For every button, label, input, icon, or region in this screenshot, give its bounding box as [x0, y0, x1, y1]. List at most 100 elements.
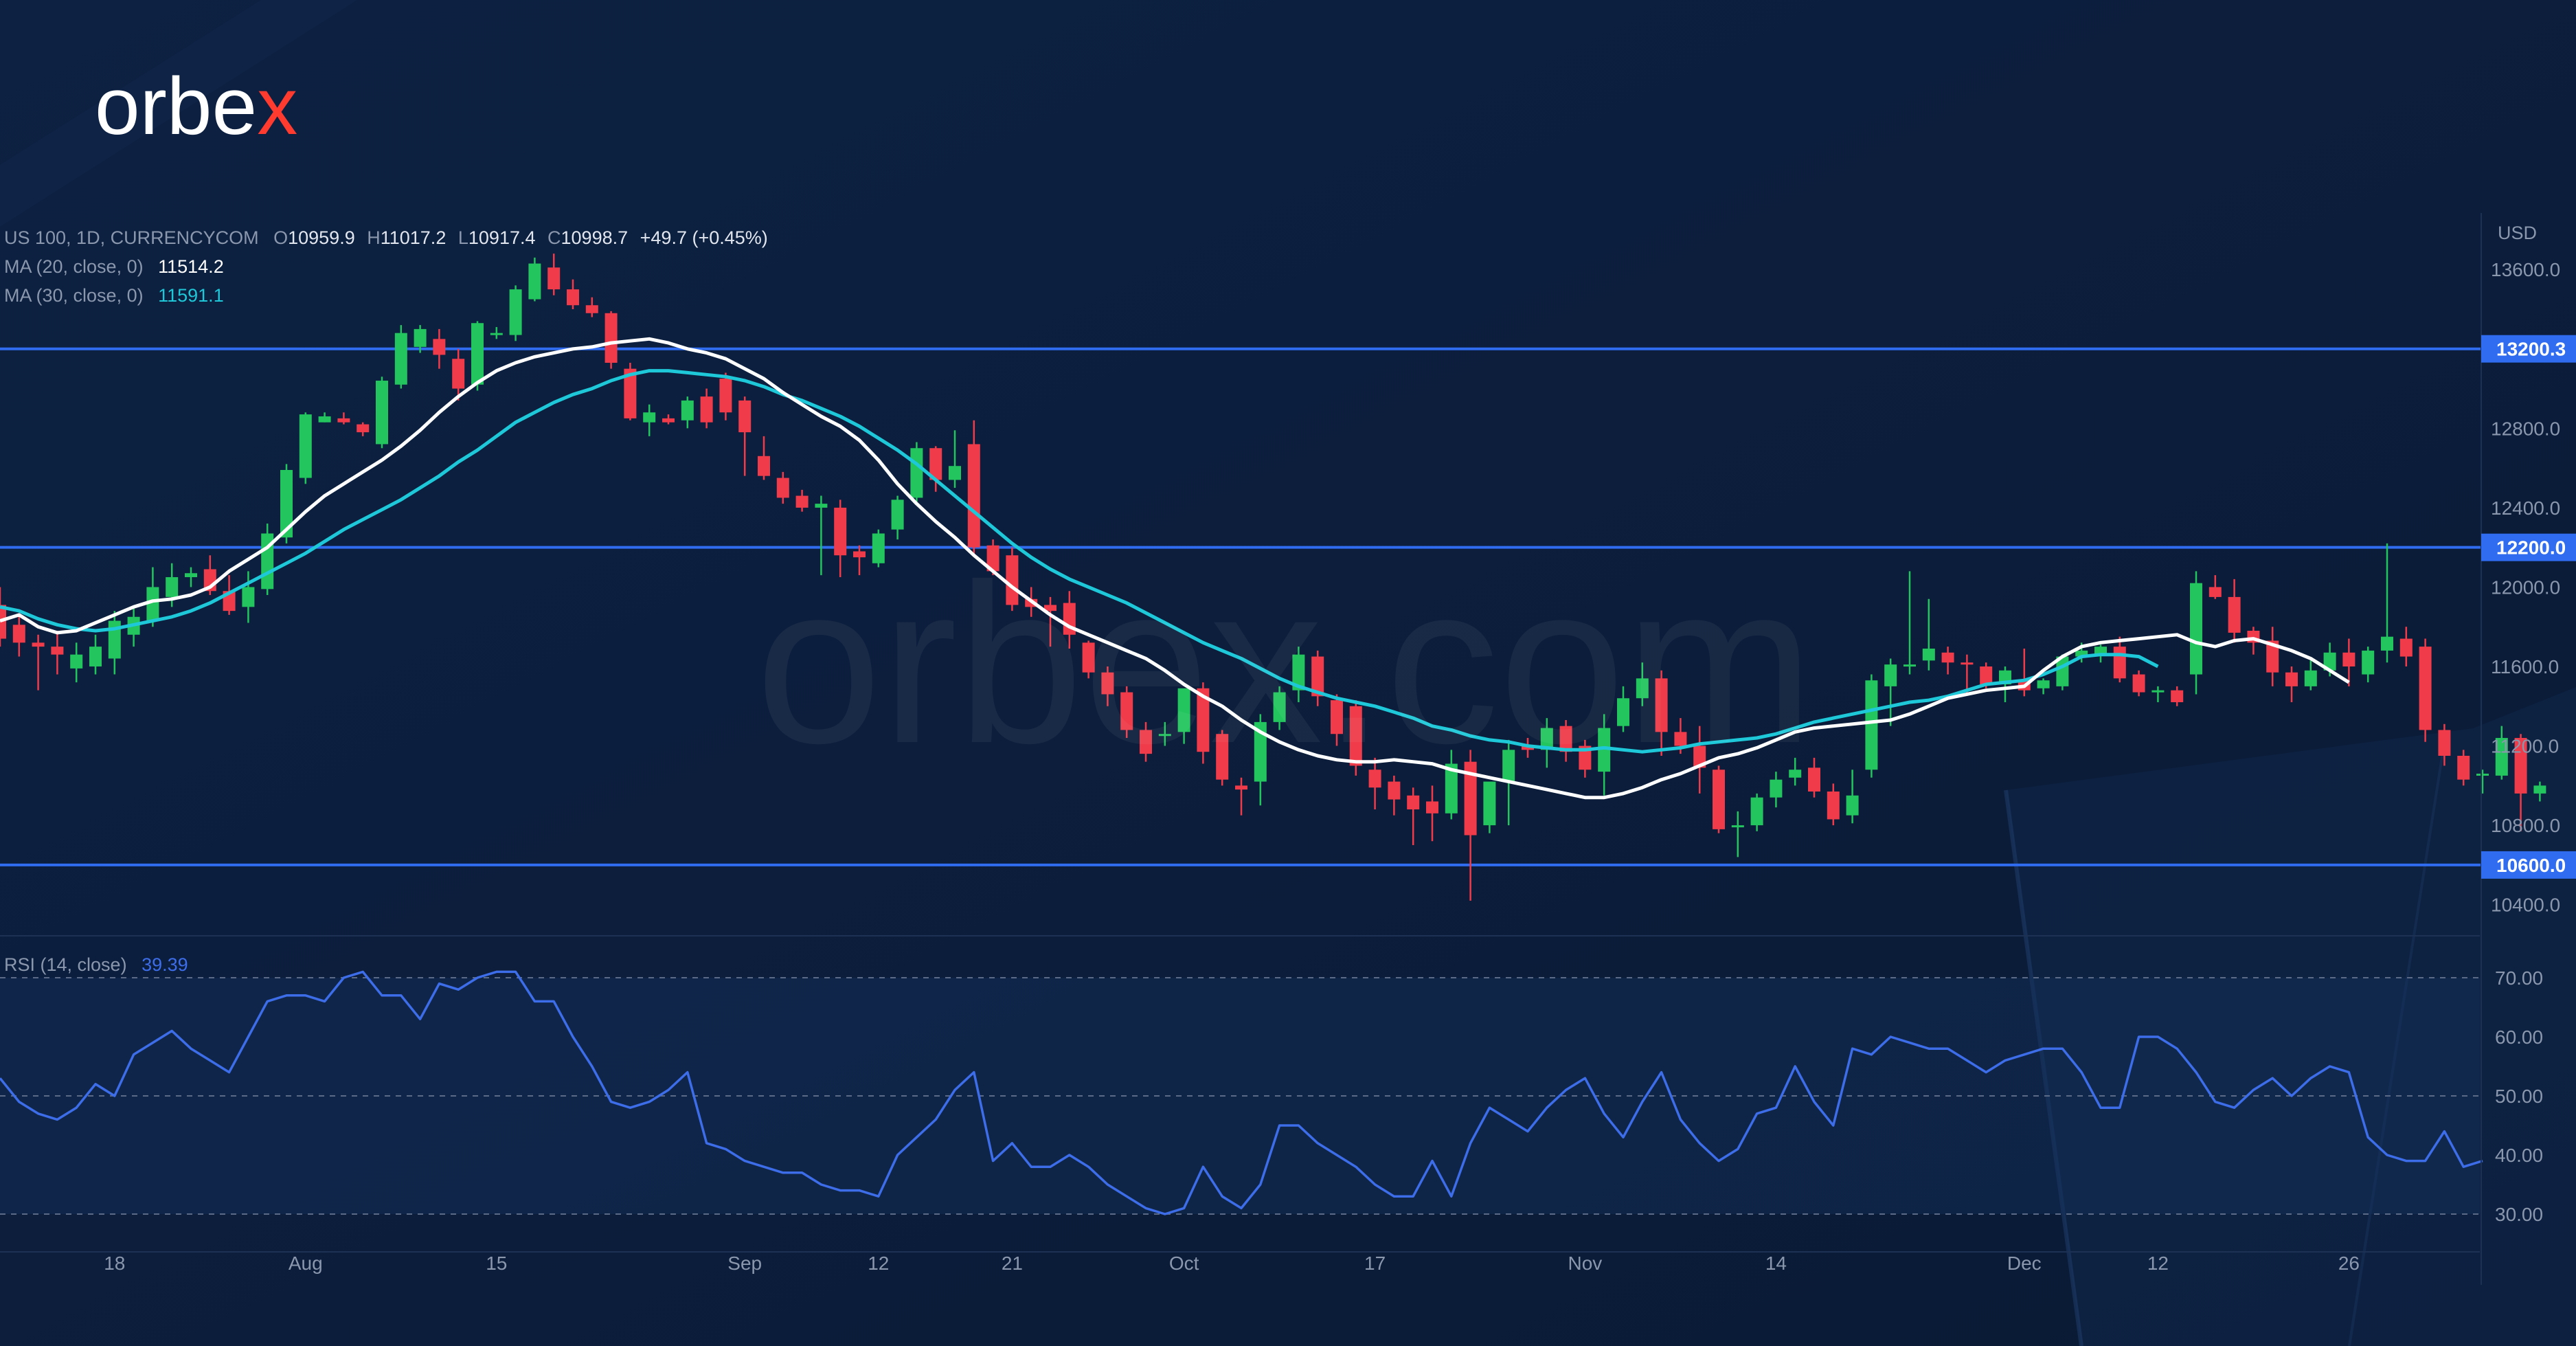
candle: [414, 325, 427, 353]
candle-body: [1903, 664, 1916, 667]
candle-body: [1368, 770, 1381, 788]
time-tick-label: 14: [1765, 1253, 1787, 1274]
candle: [433, 328, 446, 369]
candle-body: [1120, 692, 1133, 730]
candle-body: [605, 313, 618, 363]
candle: [2171, 686, 2184, 706]
candle-body: [2037, 680, 2050, 688]
candle-body: [299, 414, 312, 478]
candle-body: [1713, 770, 1725, 829]
candle: [2457, 750, 2470, 786]
candle: [1598, 714, 1611, 796]
candle-body: [2514, 738, 2527, 794]
candle-body: [2457, 756, 2470, 780]
candle: [51, 631, 64, 675]
candle-body: [567, 289, 579, 306]
ma20-line: [0, 337, 2350, 800]
candle: [1483, 781, 1496, 833]
candle-body: [1273, 692, 1286, 722]
candle: [337, 412, 350, 425]
candle: [2362, 647, 2375, 683]
candle: [585, 297, 598, 317]
candle: [834, 500, 847, 577]
candle: [605, 311, 618, 369]
candle-body: [1884, 664, 1897, 686]
candle-body: [1522, 745, 1534, 750]
candle-body: [738, 400, 752, 433]
rsi-band-fill: [0, 978, 2480, 1214]
price-tick-label: 11200.0: [2491, 736, 2559, 757]
candle-body: [242, 587, 255, 607]
candle-body: [376, 381, 388, 445]
candle-body: [1770, 779, 1783, 798]
candle: [1407, 787, 1420, 845]
candle: [624, 363, 637, 420]
candle: [1789, 757, 1802, 786]
background-decor-line-2: [2348, 734, 2447, 1346]
time-tick-label: 26: [2338, 1253, 2360, 1274]
svg-text:MA (30, close, 0) 11591.: MA (30, close, 0) 11591.1: [4, 285, 224, 306]
candle-body: [2323, 652, 2336, 671]
svg-text:US 100, 1D, CURRENCYCOM: US 100, 1D, CURRENCYCOM O10959.9 H11017.…: [4, 227, 768, 248]
candle-body: [1254, 721, 1267, 782]
candle-body: [949, 466, 961, 480]
candle: [1216, 730, 1229, 786]
candle: [1846, 770, 1859, 824]
candle-body: [1464, 761, 1477, 835]
ohlc-legend: US 100, 1D, CURRENCYCOM O10959.9 H11017.…: [4, 227, 768, 975]
candle-body: [1750, 797, 1763, 826]
candle: [32, 634, 45, 691]
candle-body: [1158, 734, 1171, 737]
candle: [2495, 726, 2508, 780]
candle-body: [1331, 700, 1343, 734]
change-value: +49.7 (+0.45%): [640, 227, 768, 248]
candle: [242, 571, 255, 623]
ma30-value: 11591.1: [158, 285, 224, 306]
price-panel: [0, 254, 2546, 901]
candle-body: [1407, 795, 1420, 809]
price-tick-label: 12400.0: [2491, 497, 2560, 519]
candle: [1101, 666, 1114, 706]
candle-body: [1731, 825, 1744, 828]
rsi-tick-label: 60.00: [2495, 1027, 2543, 1048]
candle-body: [1044, 605, 1057, 612]
candle-body: [2266, 640, 2279, 673]
candle: [758, 436, 770, 480]
candle: [1082, 640, 1095, 679]
candle-body: [146, 587, 159, 621]
candle: [681, 396, 694, 429]
rsi-tick-label: 40.00: [2495, 1145, 2543, 1166]
candle-body: [2075, 650, 2088, 657]
candle-body: [2208, 587, 2222, 597]
candle: [2399, 627, 2413, 666]
candle-body: [929, 448, 942, 480]
candle: [1713, 765, 1725, 833]
candle: [185, 567, 197, 587]
background-decor-line: [2004, 789, 2083, 1346]
candle-body: [1674, 732, 1687, 746]
watermark-text: orbex.com: [756, 537, 1814, 790]
candle-body: [414, 328, 427, 347]
candle: [394, 325, 407, 389]
level-label: 12200.0: [2496, 537, 2566, 559]
level-label-box: [2481, 335, 2576, 363]
candle-body: [585, 305, 598, 313]
candle: [872, 529, 885, 568]
candle-body: [337, 418, 350, 423]
candle-body: [1980, 666, 1993, 684]
candle: [2037, 678, 2050, 695]
candle-body: [834, 507, 847, 556]
rsi-panel: [0, 935, 2483, 1215]
candle-body: [1445, 763, 1458, 814]
candle: [490, 327, 503, 339]
candle-body: [2304, 670, 2317, 686]
candle-body: [1617, 698, 1629, 726]
candle-body: [1636, 678, 1649, 699]
candle: [2438, 724, 2451, 766]
candle: [1331, 694, 1343, 746]
candle-body: [1655, 678, 1668, 732]
candle: [2342, 638, 2355, 686]
candle: [1693, 726, 1706, 794]
candle: [2533, 781, 2546, 802]
candle: [2228, 579, 2241, 643]
